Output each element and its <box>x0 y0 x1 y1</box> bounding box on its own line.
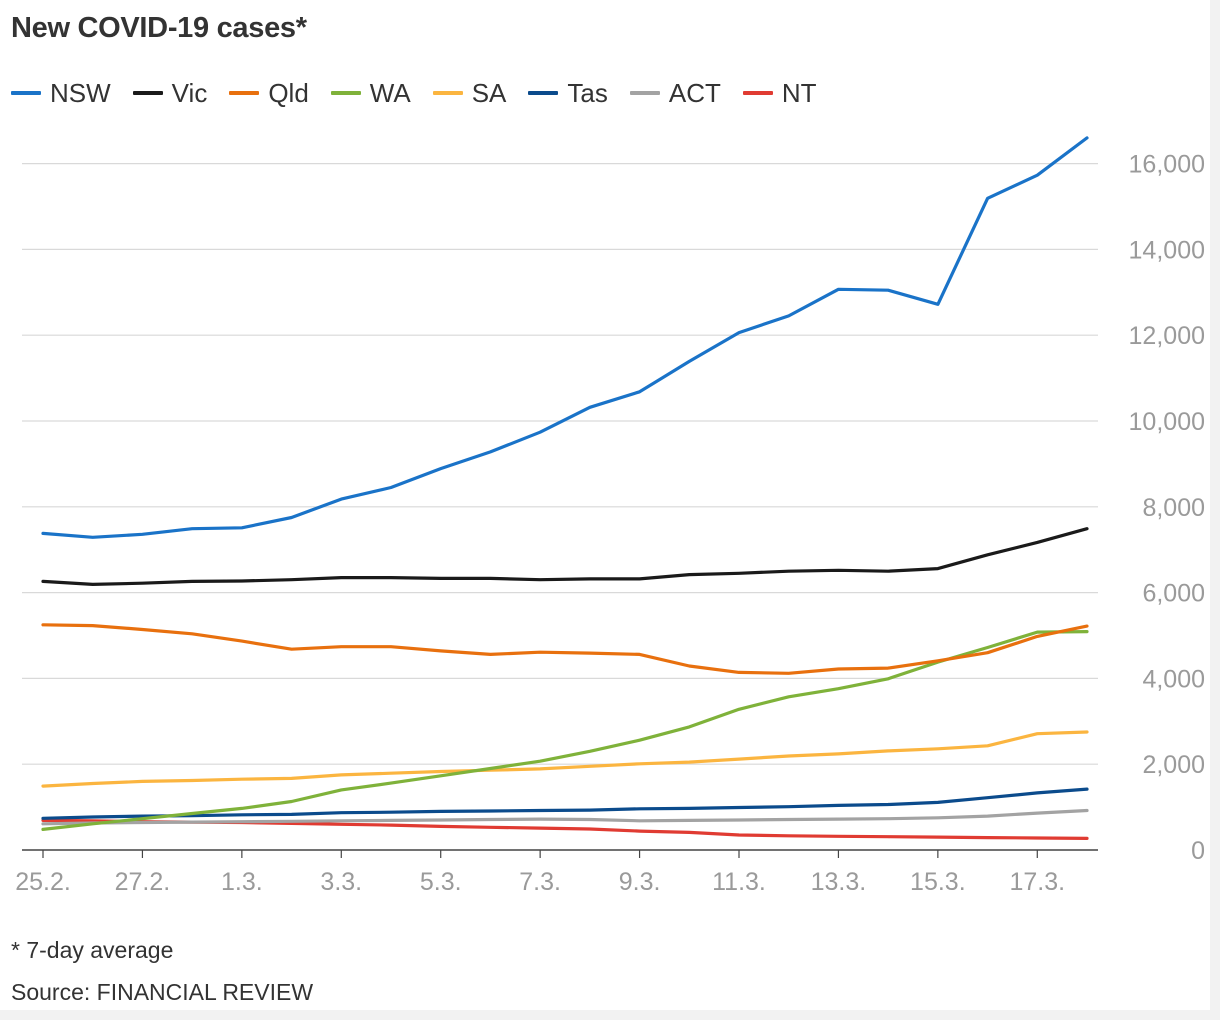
footnote: * 7-day average <box>11 937 174 963</box>
y-tick-label: 2,000 <box>1142 751 1205 779</box>
legend-label: ACT <box>668 77 721 108</box>
legend-swatch <box>11 91 41 95</box>
series-line-sa <box>41 730 1089 788</box>
legend-label: NSW <box>50 77 111 108</box>
x-tick-label: 11.3. <box>712 868 766 896</box>
legend-swatch <box>229 91 260 95</box>
line-chart: 0 2,000 4,000 6,000 8,000 10,000 12,000 14,000 1… <box>15 136 1205 896</box>
legend: NSW Vic Qld WA SA Tas ACT NT <box>11 76 839 110</box>
legend-label: WA <box>369 77 411 108</box>
series-line-nsw <box>41 136 1089 539</box>
series-line-act <box>41 808 1089 826</box>
x-tick-label: 13.3. <box>811 868 867 896</box>
series-line-wa <box>41 630 1089 831</box>
x-tick-label: 25.2. <box>15 868 71 896</box>
legend-label: Qld <box>268 77 309 108</box>
y-tick-label: 0 <box>1191 837 1205 865</box>
legend-item-wa: WA <box>330 77 411 109</box>
x-tick-label: 27.2. <box>115 868 171 896</box>
legend-swatch <box>528 91 559 95</box>
legend-swatch <box>432 91 463 95</box>
legend-item-vic: Vic <box>132 77 208 109</box>
x-tick-label: 15.3. <box>910 868 966 896</box>
legend-swatch <box>742 91 773 95</box>
legend-label: NT <box>781 77 817 108</box>
series-line-vic <box>41 527 1089 586</box>
y-tick-label: 4,000 <box>1142 665 1205 693</box>
legend-swatch <box>132 91 163 95</box>
series-line-qld <box>41 623 1089 675</box>
source-note: Source: FINANCIAL REVIEW <box>11 979 314 1005</box>
legend-label: Tas <box>567 77 608 108</box>
x-tick-label: 7.3. <box>519 868 561 896</box>
legend-swatch <box>629 91 660 95</box>
chart-title: New COVID-19 cases* <box>11 12 307 44</box>
y-tick-label: 16,000 <box>1129 151 1205 179</box>
y-tick-label: 12,000 <box>1129 322 1205 350</box>
legend-item-tas: Tas <box>528 77 608 109</box>
legend-item-qld: Qld <box>229 77 309 109</box>
legend-label: SA <box>471 77 507 108</box>
y-tick-label: 10,000 <box>1129 408 1205 436</box>
x-tick-label: 9.3. <box>619 868 661 896</box>
x-tick-label: 17.3. <box>1009 868 1065 896</box>
legend-swatch <box>330 91 361 95</box>
x-tick-label: 5.3. <box>420 868 462 896</box>
x-tick-label: 1.3. <box>221 868 263 896</box>
y-tick-label: 14,000 <box>1129 236 1205 264</box>
legend-item-nsw: NSW <box>11 78 111 109</box>
y-tick-label: 8,000 <box>1142 494 1205 522</box>
legend-item-sa: SA <box>432 77 507 109</box>
series-line-tas <box>41 787 1089 820</box>
legend-item-nt: NT <box>742 77 817 109</box>
x-tick-label: 3.3. <box>320 868 362 896</box>
y-tick-label: 6,000 <box>1142 580 1205 608</box>
legend-item-act: ACT <box>629 77 721 109</box>
legend-label: Vic <box>171 77 208 108</box>
